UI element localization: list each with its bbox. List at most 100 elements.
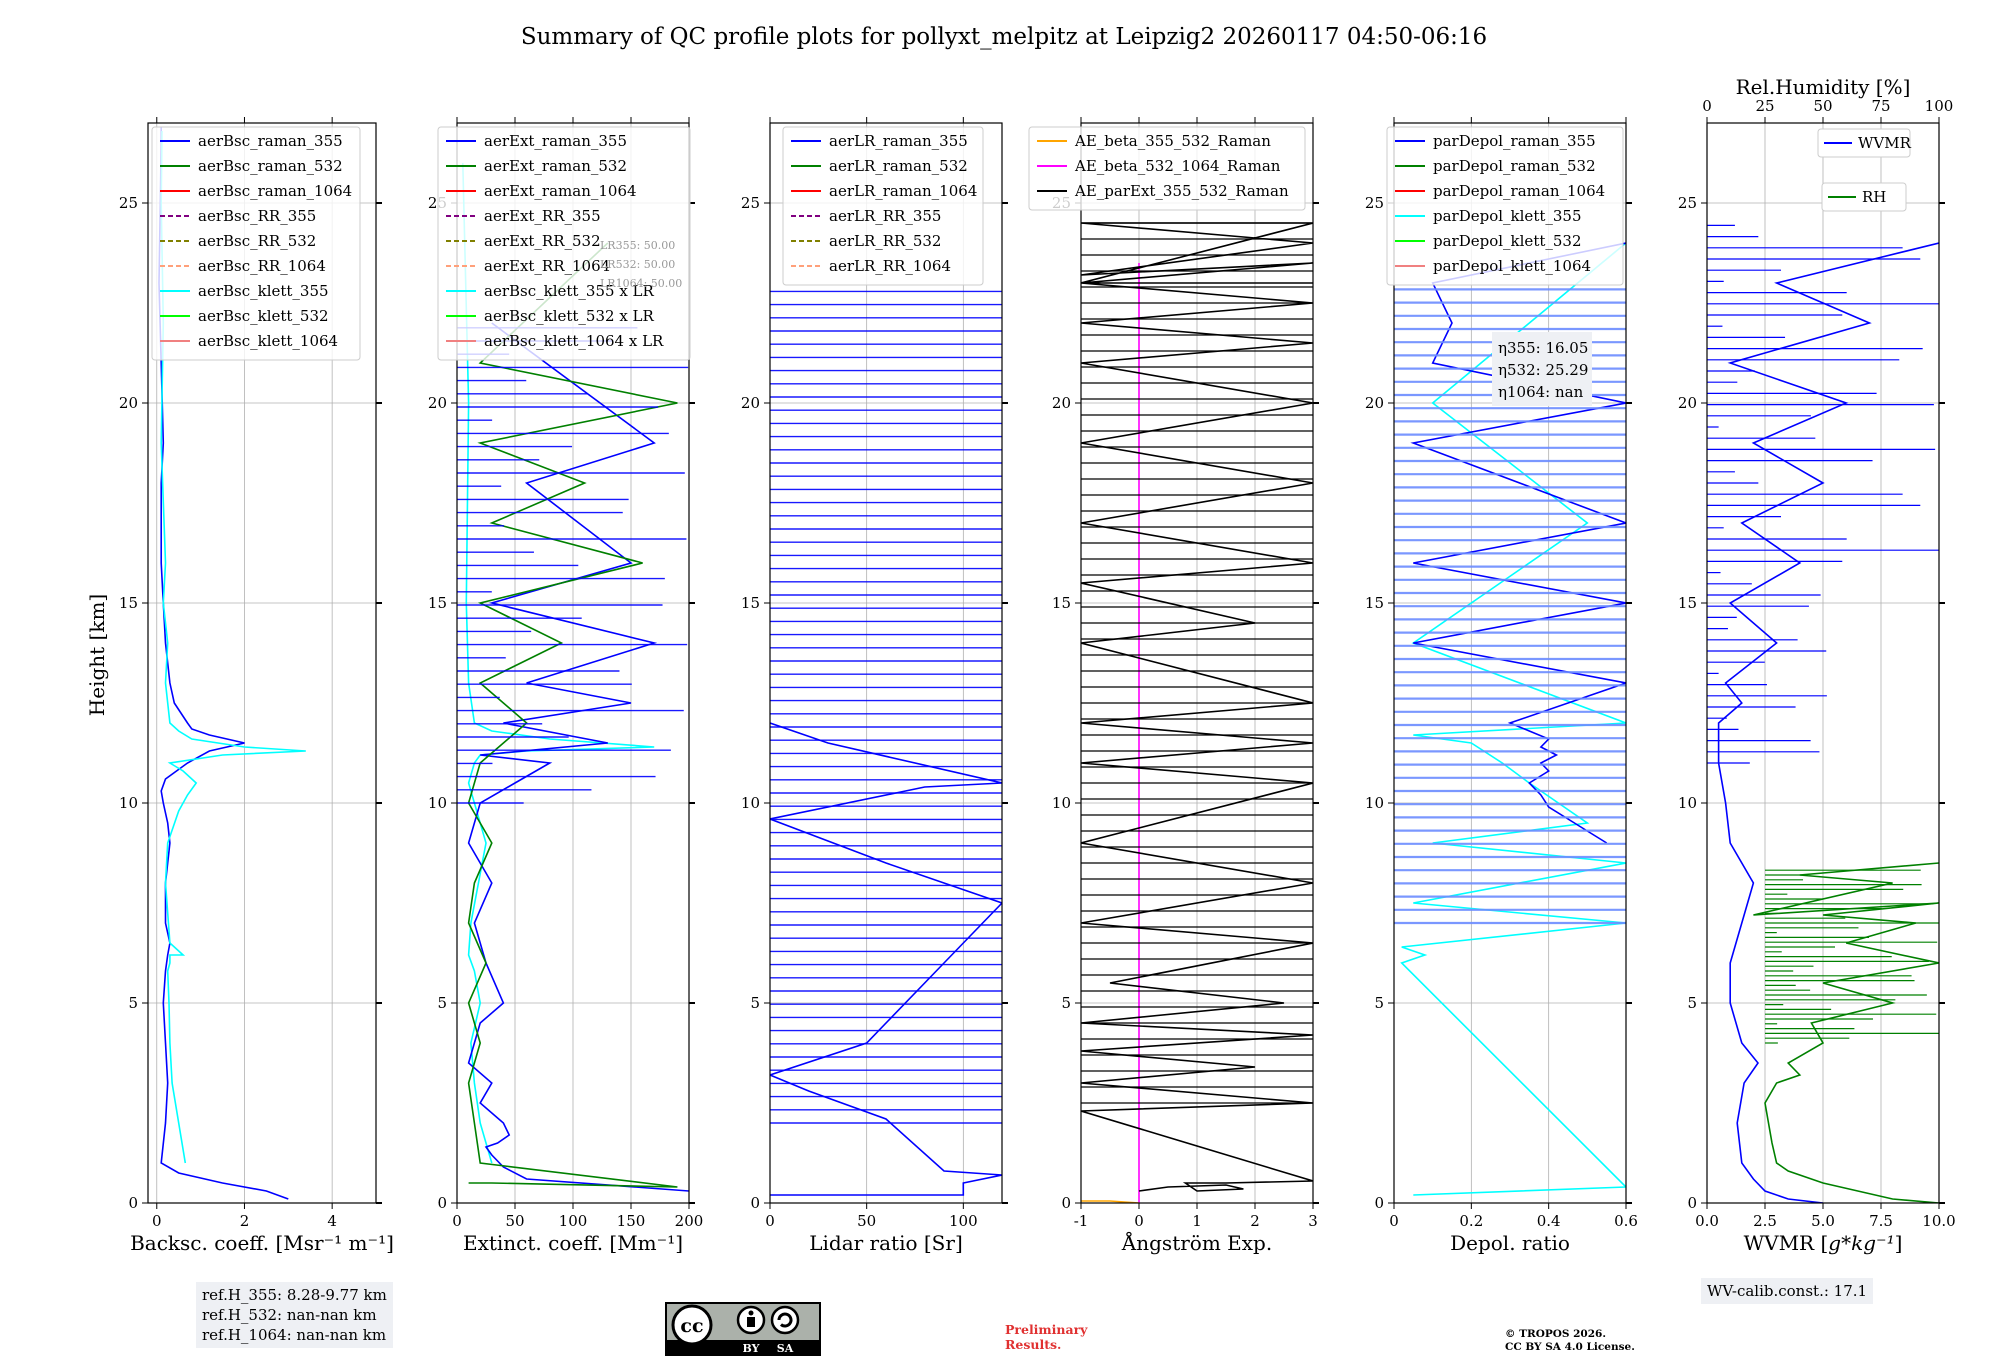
y-tick-label: 10 (428, 794, 447, 812)
top-x-tick-label: 0 (1702, 97, 1712, 115)
y-tick-label: 10 (1052, 794, 1071, 812)
x-axis-label: Depol. ratio (1450, 1231, 1570, 1255)
ref-height-532: ref.H_532: nan-nan km (202, 1306, 377, 1324)
x-axis-label: Ångström Exp. (1121, 1230, 1272, 1255)
eta-label: η355: 16.05 (1498, 339, 1588, 357)
x-axis-label: Lidar ratio [Sr] (809, 1231, 963, 1255)
y-tick-label: 0 (750, 1194, 760, 1212)
panel-lr: 0 50 100 0 5 10 15 20 25 Lidar ratio [Sr] aerLR_ra… (741, 117, 1008, 1255)
legend-box (437, 126, 691, 361)
x-tick-label: 0 (1134, 1212, 1144, 1230)
data-ext (457, 162, 689, 1192)
x-tick-label: 7.5 (1869, 1212, 1893, 1230)
x-tick-label: 2.5 (1753, 1212, 1777, 1230)
y-tick-label: 5 (750, 994, 760, 1012)
x-tick-label: 150 (617, 1212, 646, 1230)
y-tick-label: 5 (1687, 994, 1697, 1012)
legend-label: parDepol_raman_1064 (1433, 182, 1605, 200)
top-x-axis-label: Rel.Humidity [%] (1736, 75, 1911, 99)
x-tick-label: 0 (152, 1212, 162, 1230)
y-tick-label: 5 (1374, 994, 1384, 1012)
y-tick-label: 5 (1061, 994, 1071, 1012)
legend-label: aerBsc_klett_532 (198, 307, 329, 325)
legend-label: parDepol_klett_532 (1433, 232, 1582, 250)
legend-label: AE_beta_355_532_Raman (1074, 132, 1271, 150)
legend-label: aerBsc_RR_355 (198, 207, 316, 225)
figure-title: Summary of QC profile plots for pollyxt_… (521, 24, 1487, 50)
x-tick-label: 2 (240, 1212, 250, 1230)
series-aerLR_raman_355 (770, 722, 1002, 1196)
legend-label: aerExt_raman_1064 (484, 182, 637, 200)
y-tick-label: 25 (1365, 194, 1384, 212)
x-tick-label: 4 (327, 1212, 337, 1230)
y-tick-label: 15 (1052, 594, 1071, 612)
x-axis-label-main: WVMR [ (1744, 1231, 1829, 1255)
legend-label: aerExt_RR_1064 (484, 257, 610, 275)
x-tick-label: 200 (675, 1212, 704, 1230)
x-tick-label: -1 (1074, 1212, 1089, 1230)
axes-frame (769, 122, 1003, 1204)
panel-wv: 0.0 2.5 5.0 7.5 10.0 0 5 10 15 20 25 WVMR [g*kg⁻¹] R… (1678, 75, 1956, 1255)
x-tick-label: 100 (949, 1212, 978, 1230)
panels: 0 2 4 0 5 10 15 20 25 Backsc. coeff. [Msr⁻¹ m⁻¹] a… (119, 75, 1956, 1255)
legend-label: aerBsc_RR_1064 (198, 257, 326, 275)
lr-label: LR532: 50.00 (600, 258, 675, 271)
data-depol (1394, 242, 1626, 1196)
legend-label: aerExt_RR_355 (484, 207, 601, 225)
legend-label: parDepol_klett_355 (1433, 207, 1582, 225)
legend-label: aerLR_raman_1064 (829, 182, 977, 200)
top-x-tick-label: 25 (1755, 97, 1774, 115)
data-wv (1707, 224, 1939, 1203)
y-tick-label: 15 (741, 594, 760, 612)
y-axis-label: Height [km] (85, 594, 109, 716)
panel-depol: 0 0.2 0.4 0.6 0 5 10 15 20 25 Depol. ratio parDepol… (1365, 117, 1638, 1255)
legend-label: parDepol_klett_1064 (1433, 257, 1591, 275)
wv-calib-constant: WV-calib.const.: 17.1 (1707, 1282, 1868, 1300)
panel-bsc: 0 2 4 0 5 10 15 20 25 Backsc. coeff. [Msr⁻¹ m⁻¹] a… (119, 117, 394, 1255)
copyright-line-1: © TROPOS 2026. (1505, 1328, 1607, 1340)
by-attribution-icon (748, 1310, 754, 1316)
y-tick-label: 0 (1374, 1194, 1384, 1212)
legend-label: AE_parExt_355_532_Raman (1074, 182, 1289, 200)
cc-by-label: BY (743, 1342, 760, 1355)
x-axis-label-unit: g*kg⁻¹ (1828, 1231, 1894, 1255)
legend-box (1821, 182, 1907, 212)
legend-label: parDepol_raman_532 (1433, 157, 1596, 175)
eta-box: η355: 16.05 η532: 25.29 η1064: nan (1492, 332, 1592, 406)
y-tick-label: 10 (1678, 794, 1697, 812)
series-aerBsc_klett_355 x LR (462, 162, 655, 1164)
legend-label: aerBsc_RR_532 (198, 232, 316, 250)
y-tick-label: 20 (1052, 394, 1071, 412)
series-aerExt_raman_355 (467, 322, 689, 1192)
series-AE_beta_355_532_Raman (1081, 1200, 1140, 1203)
y-tick-label: 10 (119, 794, 138, 812)
preliminary-line-1: Preliminary (1005, 1322, 1088, 1337)
series-aerBsc_raman_355 (158, 127, 289, 1200)
y-tick-label: 15 (1365, 594, 1384, 612)
panel-ae: -101230510152025Ångström Exp.AE_beta_355… (1028, 117, 1319, 1255)
cc-license-badge: cc BY SA (665, 1302, 821, 1356)
x-tick-label: 50 (857, 1212, 876, 1230)
x-tick-label: 0.2 (1459, 1212, 1483, 1230)
legend-label: aerLR_RR_1064 (829, 257, 951, 275)
legend-label: aerBsc_klett_1064 x LR (484, 332, 664, 350)
preliminary-notice: Preliminary Results. (1005, 1322, 1087, 1352)
series-parDepol_raman_355 (1410, 242, 1626, 844)
sa-share-alike-icon (777, 1312, 793, 1328)
legend-wv: WVMR RH (1817, 128, 1912, 212)
lr-label: LR355: 50.00 (600, 239, 675, 252)
legend-label: aerExt_RR_532 (484, 232, 601, 250)
x-tick-label: 0 (452, 1212, 462, 1230)
legend-label: aerExt_raman_532 (484, 157, 627, 175)
axes-frame (147, 122, 377, 1204)
data-lr (770, 290, 1002, 1196)
top-x-tick-label: 100 (1925, 97, 1954, 115)
y-tick-label: 0 (1061, 1194, 1071, 1212)
x-axis-label: Backsc. coeff. [Msr⁻¹ m⁻¹] (130, 1231, 394, 1255)
y-tick-label: 15 (1678, 594, 1697, 612)
y-tick-label: 5 (437, 994, 447, 1012)
series-AE_parExt_355_532_Raman (1081, 222, 1313, 1192)
legend-label: aerLR_raman_532 (829, 157, 968, 175)
x-tick-label: 0 (765, 1212, 775, 1230)
